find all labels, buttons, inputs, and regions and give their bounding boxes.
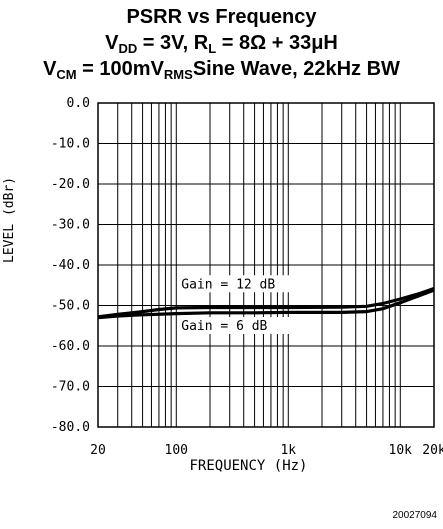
plot-frame — [97, 102, 435, 428]
x-tick-label: 20 — [90, 443, 106, 458]
title-vcm-rest: Sine Wave, 22kHz BW — [192, 58, 400, 80]
x-tick-label: 10k — [389, 443, 413, 458]
y-tick-label: -40.0 — [51, 258, 90, 273]
y-tick-label: -70.0 — [51, 380, 90, 395]
title-vdd-sub: DD — [118, 41, 138, 56]
annotation-background — [178, 275, 311, 293]
title-rl-sub: L — [208, 41, 217, 56]
series-line-2 — [97, 288, 435, 320]
chart-title: PSRR vs Frequency — [126, 6, 317, 28]
series-annotation: Gain = 12 dB — [181, 277, 275, 292]
title-rl-eq: = 8Ω + 33μH — [216, 32, 338, 54]
title-rms-sub: RMS — [163, 67, 193, 82]
title-vcm-sub: CM — [56, 67, 77, 82]
y-tick-label: -30.0 — [51, 218, 90, 233]
y-tick-label: -80.0 — [51, 420, 90, 435]
y-tick-label: -10.0 — [51, 137, 90, 152]
chart-subtitle-1: VDD = 3V, RL = 8Ω + 33μH — [0, 32, 443, 56]
y-tick-label: -20.0 — [51, 177, 90, 192]
y-tick-label: -50.0 — [51, 299, 90, 314]
series-line-1 — [97, 286, 435, 319]
x-tick-label: 100 — [165, 443, 188, 458]
annotation-background — [178, 316, 311, 334]
series-annotation: Gain = 6 dB — [181, 319, 267, 334]
title-vcm-v: V — [43, 58, 57, 80]
y-tick-label: 0.0 — [67, 96, 90, 111]
figure-code: 20027094 — [392, 510, 438, 521]
y-axis-label: LEVEL (dBr) — [2, 176, 17, 263]
title-vdd-v: V — [105, 32, 119, 54]
title-vcm-eq: = 100mV — [76, 58, 164, 80]
x-axis-label: FREQUENCY (Hz) — [189, 458, 308, 474]
chart-subtitle-2: VCM = 100mVRMSSine Wave, 22kHz BW — [0, 58, 443, 82]
x-tick-label: 20k — [422, 443, 443, 458]
y-tick-label: -60.0 — [51, 339, 90, 354]
title-vdd-eq: = 3V, — [137, 32, 194, 54]
title-rl-r: R — [193, 32, 209, 54]
x-tick-label: 1k — [280, 443, 296, 458]
